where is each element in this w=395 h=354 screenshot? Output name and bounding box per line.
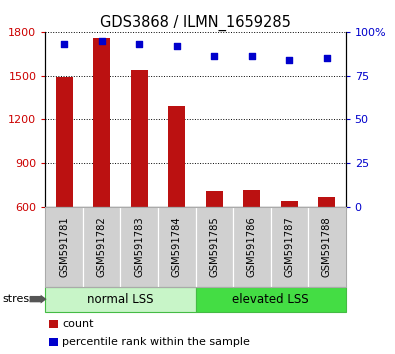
Title: GDS3868 / ILMN_1659285: GDS3868 / ILMN_1659285 bbox=[100, 14, 291, 30]
Point bbox=[136, 41, 143, 47]
Bar bbox=[318, 197, 335, 207]
Text: GSM591786: GSM591786 bbox=[247, 217, 257, 277]
Bar bbox=[168, 106, 185, 207]
Bar bbox=[93, 38, 110, 207]
Point bbox=[61, 41, 67, 47]
Text: normal LSS: normal LSS bbox=[87, 293, 154, 306]
Text: elevated LSS: elevated LSS bbox=[232, 293, 309, 306]
Text: GSM591787: GSM591787 bbox=[284, 217, 294, 277]
Bar bbox=[56, 77, 73, 207]
Point bbox=[324, 55, 330, 61]
Text: GSM591784: GSM591784 bbox=[172, 217, 182, 277]
Text: stress: stress bbox=[2, 294, 35, 304]
Text: GSM591782: GSM591782 bbox=[97, 217, 107, 277]
Point bbox=[286, 57, 292, 63]
Point bbox=[249, 53, 255, 59]
Point bbox=[99, 38, 105, 44]
Text: percentile rank within the sample: percentile rank within the sample bbox=[62, 337, 250, 347]
Bar bbox=[206, 191, 223, 207]
Text: GSM591788: GSM591788 bbox=[322, 217, 332, 277]
Bar bbox=[281, 201, 298, 207]
Bar bbox=[243, 190, 260, 207]
Point bbox=[211, 53, 217, 59]
Text: GSM591785: GSM591785 bbox=[209, 217, 219, 277]
Point bbox=[173, 43, 180, 49]
Text: GSM591783: GSM591783 bbox=[134, 217, 144, 277]
Bar bbox=[131, 70, 148, 207]
Text: GSM591781: GSM591781 bbox=[59, 217, 69, 277]
Text: count: count bbox=[62, 319, 94, 329]
